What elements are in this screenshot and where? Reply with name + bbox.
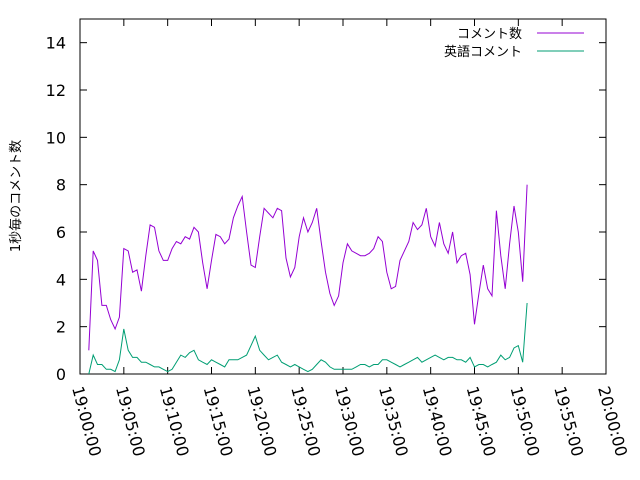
y-tick-label: 8: [56, 176, 66, 195]
y-axis-label: 1秒毎のコメント数: [8, 140, 24, 252]
x-tick-label: 19:30:00: [331, 384, 368, 458]
x-tick-label: 19:40:00: [419, 384, 456, 458]
x-axis: 19:00:00 19:05:00 19:10:00 19:15:00 19:20:00…: [68, 19, 631, 458]
y-tick-label: 12: [46, 81, 66, 100]
legend-label: コメント数: [457, 27, 522, 42]
x-tick-label: 19:15:00: [200, 384, 237, 458]
plot-border: [79, 18, 607, 375]
plot-frame: [79, 18, 607, 375]
y-tick-label: 0: [56, 365, 66, 384]
x-tick-label: 19:25:00: [287, 384, 324, 458]
x-tick-label: 19:00:00: [68, 384, 105, 458]
y-tick-label: 6: [56, 223, 66, 242]
x-tick-label: 19:35:00: [375, 384, 412, 458]
series-line-1: [88, 184, 528, 351]
y-tick-label: 10: [46, 128, 66, 147]
x-tick-label: 19:50:00: [506, 384, 543, 458]
legend-label: 英語コメント: [444, 44, 522, 60]
y-axis: 0 2 4 6 8 10 12 14: [46, 34, 606, 384]
y-tick-label: 2: [56, 318, 66, 337]
series-line-2: [88, 302, 528, 375]
x-tick-label: 19:20:00: [243, 384, 280, 458]
x-tick-label: 19:05:00: [112, 384, 149, 458]
y-tick-label: 4: [56, 270, 66, 289]
x-tick-label: 19:45:00: [463, 384, 500, 458]
x-tick-label: 20:00:00: [594, 384, 631, 458]
y-tick-label: 14: [46, 34, 66, 53]
series-layer: [88, 184, 528, 375]
x-tick-label: 19:55:00: [550, 384, 587, 458]
x-tick-label: 19:10:00: [156, 384, 193, 458]
